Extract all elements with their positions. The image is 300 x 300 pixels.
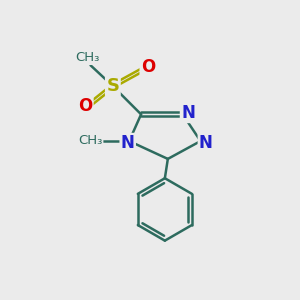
Text: N: N (121, 134, 135, 152)
Text: O: O (141, 58, 155, 76)
Text: CH₃: CH₃ (78, 134, 103, 147)
Text: CH₃: CH₃ (75, 51, 100, 64)
Text: O: O (78, 97, 92, 115)
Text: N: N (199, 134, 213, 152)
Text: N: N (181, 104, 195, 122)
Text: S: S (106, 77, 119, 95)
